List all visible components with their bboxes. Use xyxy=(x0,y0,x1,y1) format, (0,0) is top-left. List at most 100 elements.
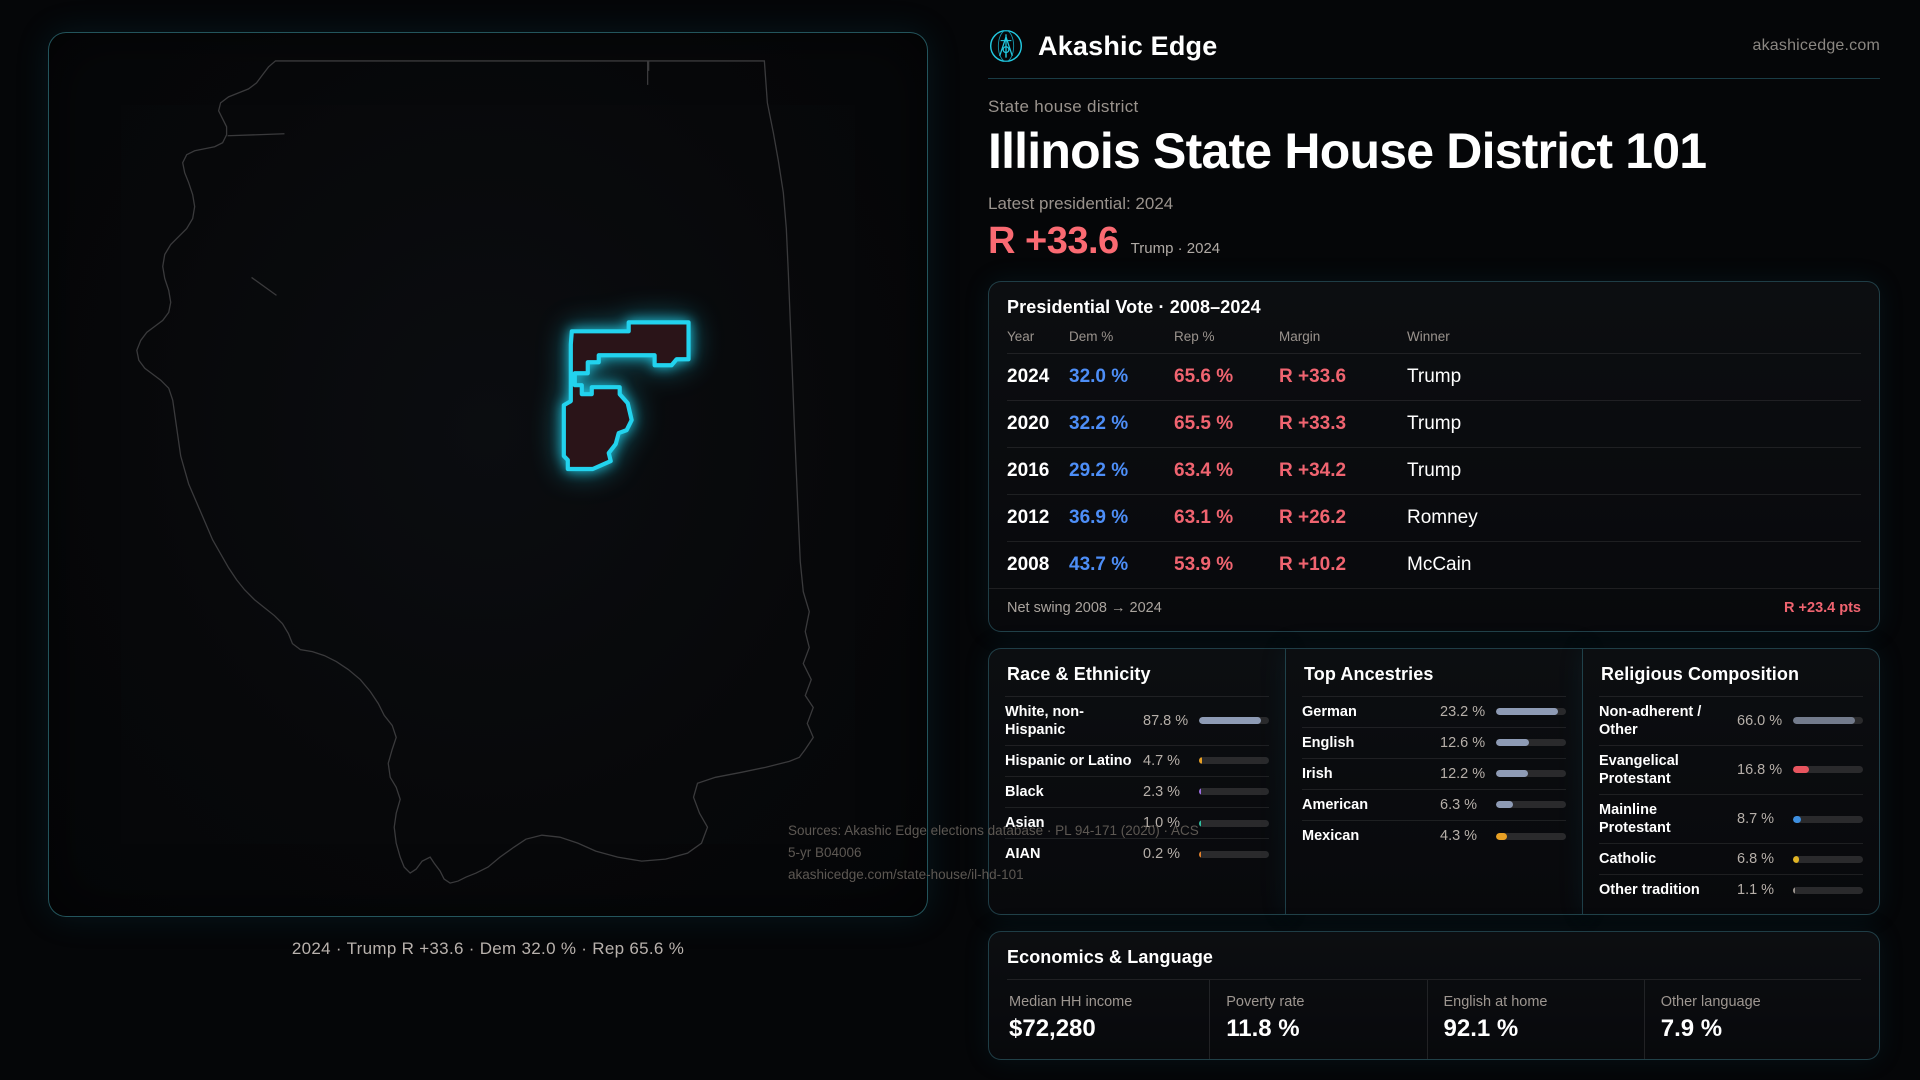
religion-pct: 66.0 % xyxy=(1737,712,1783,729)
list-item[interactable]: Non-adherent / Other 66.0 % xyxy=(1599,695,1863,745)
race-label: Asian xyxy=(1005,815,1045,831)
cell-margin: R +34.2 xyxy=(1279,446,1407,494)
brand-left: Akashic Edge xyxy=(988,28,1217,64)
list-item[interactable]: English 12.6 % xyxy=(1302,726,1566,758)
col-margin: Margin xyxy=(1279,328,1321,344)
page-title: Illinois State House District 101 xyxy=(988,123,1707,179)
info-column: Akashic Edge akashicedge.com State house… xyxy=(960,0,1920,1080)
hero-margin-sub: Trump · 2024 xyxy=(1130,239,1221,257)
stat-value: $72,280 xyxy=(1009,1014,1096,1042)
table-row[interactable]: 2016 29.2 % 63.4 % R +34.2 Trump xyxy=(1007,446,1861,494)
race-pct: 87.8 % xyxy=(1143,712,1189,729)
list-item[interactable]: AIAN 0.2 % xyxy=(1005,838,1269,869)
list-item[interactable]: Evangelical Protestant 16.8 % xyxy=(1599,744,1863,794)
vote-panel-title: Presidential Vote · 2008–2024 xyxy=(1007,296,1261,317)
ancestry-pct: 4.3 % xyxy=(1440,828,1478,845)
list-item[interactable]: Black 2.3 % xyxy=(1005,775,1269,807)
religion-bar xyxy=(1793,855,1863,863)
brand-bar: Akashic Edge akashicedge.com xyxy=(988,28,1880,79)
list-item[interactable]: American 6.3 % xyxy=(1302,788,1566,820)
race-bar xyxy=(1199,819,1269,827)
table-row[interactable]: 2012 36.9 % 63.1 % R +26.2 Romney xyxy=(1007,493,1861,541)
stat-key: Median HH income xyxy=(1009,993,1133,1010)
ancestry-label: Mexican xyxy=(1302,828,1360,844)
latest-presidential-label: Latest presidential: 2024 xyxy=(988,193,1174,213)
religion-bar xyxy=(1793,815,1863,823)
ancestry-label: German xyxy=(1302,703,1357,720)
ancestry-bar xyxy=(1496,708,1566,716)
religion-label: Other tradition xyxy=(1599,882,1700,899)
brand-url: akashicedge.com xyxy=(1752,37,1880,54)
stat-other-language: Other language 7.9 % xyxy=(1643,979,1861,1059)
stat-key: English at home xyxy=(1443,993,1548,1010)
stat-key: Other language xyxy=(1660,993,1761,1010)
list-item[interactable]: Irish 12.2 % xyxy=(1302,757,1566,789)
religion-pct: 8.7 % xyxy=(1737,811,1775,828)
ancestry-bar xyxy=(1496,739,1566,747)
ancestry-pct: 12.2 % xyxy=(1440,765,1486,782)
stat-key: Poverty rate xyxy=(1226,993,1305,1010)
list-item[interactable]: Other tradition 1.1 % xyxy=(1599,874,1863,905)
stat-value: 11.8 % xyxy=(1226,1014,1300,1042)
race-label: Hispanic or Latino xyxy=(1005,752,1132,769)
race-pct: 4.7 % xyxy=(1143,752,1181,769)
religion-bar xyxy=(1793,766,1863,774)
list-item[interactable]: Mexican 4.3 % xyxy=(1302,820,1566,851)
cell-year: 2008 xyxy=(1007,540,1069,588)
ancestry-pct: 12.6 % xyxy=(1440,734,1486,751)
list-item[interactable]: Catholic 6.8 % xyxy=(1599,843,1863,874)
cell-dem: 32.0 % xyxy=(1069,352,1174,400)
vote-table-body: 2024 32.0 % 65.6 % R +33.6 Trump 2020 32… xyxy=(1007,352,1861,588)
economics-grid: Median HH income $72,280 Poverty rate 11… xyxy=(1007,978,1861,1059)
table-row[interactable]: 2008 43.7 % 53.9 % R +10.2 McCain xyxy=(1007,540,1861,588)
religion-pct: 6.8 % xyxy=(1737,851,1775,868)
map-column: 2024 · Trump R +33.6 · Dem 32.0 % · Rep … xyxy=(48,32,928,958)
list-item[interactable]: White, non-Hispanic 87.8 % xyxy=(1005,695,1269,745)
cell-rep: 65.5 % xyxy=(1174,399,1279,447)
cell-winner: Trump xyxy=(1407,446,1861,494)
cell-rep: 63.4 % xyxy=(1174,446,1279,494)
cell-margin: R +33.3 xyxy=(1279,399,1407,447)
net-swing-row: Net swing 2008 → 2024 R +23.4 pts xyxy=(989,587,1879,629)
economics-panel-title: Economics & Language xyxy=(1007,946,1214,967)
religion-pct: 1.1 % xyxy=(1737,882,1775,899)
ancestry-bar xyxy=(1496,832,1566,840)
top-ancestries-panel: Top Ancestries German 23.2 % English 12.… xyxy=(1286,647,1583,915)
table-header-row: Year Dem % Rep % Margin Winner xyxy=(1007,329,1861,354)
cell-rep: 63.1 % xyxy=(1174,493,1279,541)
list-item[interactable]: Asian 1.0 % xyxy=(1005,807,1269,838)
district-101-highlight[interactable] xyxy=(561,320,691,472)
state-map-frame[interactable] xyxy=(48,32,928,917)
race-panel-title: Race & Ethnicity xyxy=(1007,663,1151,684)
table-row[interactable]: 2020 32.2 % 65.5 % R +33.3 Trump xyxy=(1007,399,1861,447)
stat-english-at-home: English at home 92.1 % xyxy=(1426,979,1644,1059)
religion-label: Catholic xyxy=(1599,851,1657,868)
race-label: Black xyxy=(1005,783,1044,800)
religion-list: Non-adherent / Other 66.0 % Evangelical … xyxy=(1583,695,1879,914)
district-eyebrow: State house district xyxy=(988,97,1139,116)
race-pct: 2.3 % xyxy=(1143,783,1181,800)
cell-winner: McCain xyxy=(1407,540,1861,588)
ancestry-label: Irish xyxy=(1302,765,1333,782)
ancestry-label: English xyxy=(1302,734,1355,751)
religion-label: Mainline Protestant xyxy=(1599,802,1671,837)
ancestry-panel-title: Top Ancestries xyxy=(1304,663,1434,684)
stat-median-hh-income: Median HH income $72,280 xyxy=(1007,980,1209,1059)
religion-bar xyxy=(1793,886,1863,894)
list-item[interactable]: Mainline Protestant 8.7 % xyxy=(1599,794,1863,843)
religion-pct: 16.8 % xyxy=(1737,761,1783,778)
hero-margin-value: R +33.6 xyxy=(988,219,1119,262)
race-label: AIAN xyxy=(1005,846,1041,863)
cell-winner: Romney xyxy=(1407,493,1861,541)
cell-rep: 65.6 % xyxy=(1174,352,1279,400)
table-row[interactable]: 2024 32.0 % 65.6 % R +33.6 Trump xyxy=(1007,352,1861,400)
race-list: White, non-Hispanic 87.8 % Hispanic or L… xyxy=(989,695,1285,878)
race-pct: 0.2 % xyxy=(1143,846,1181,863)
cell-dem: 43.7 % xyxy=(1069,540,1174,588)
vote-table: Year Dem % Rep % Margin Winner 2024 32.0… xyxy=(1007,329,1861,588)
list-item[interactable]: Hispanic or Latino 4.7 % xyxy=(1005,744,1269,776)
race-pct: 1.0 % xyxy=(1143,815,1181,832)
list-item[interactable]: German 23.2 % xyxy=(1302,695,1566,727)
stat-value: 92.1 % xyxy=(1443,1014,1519,1042)
